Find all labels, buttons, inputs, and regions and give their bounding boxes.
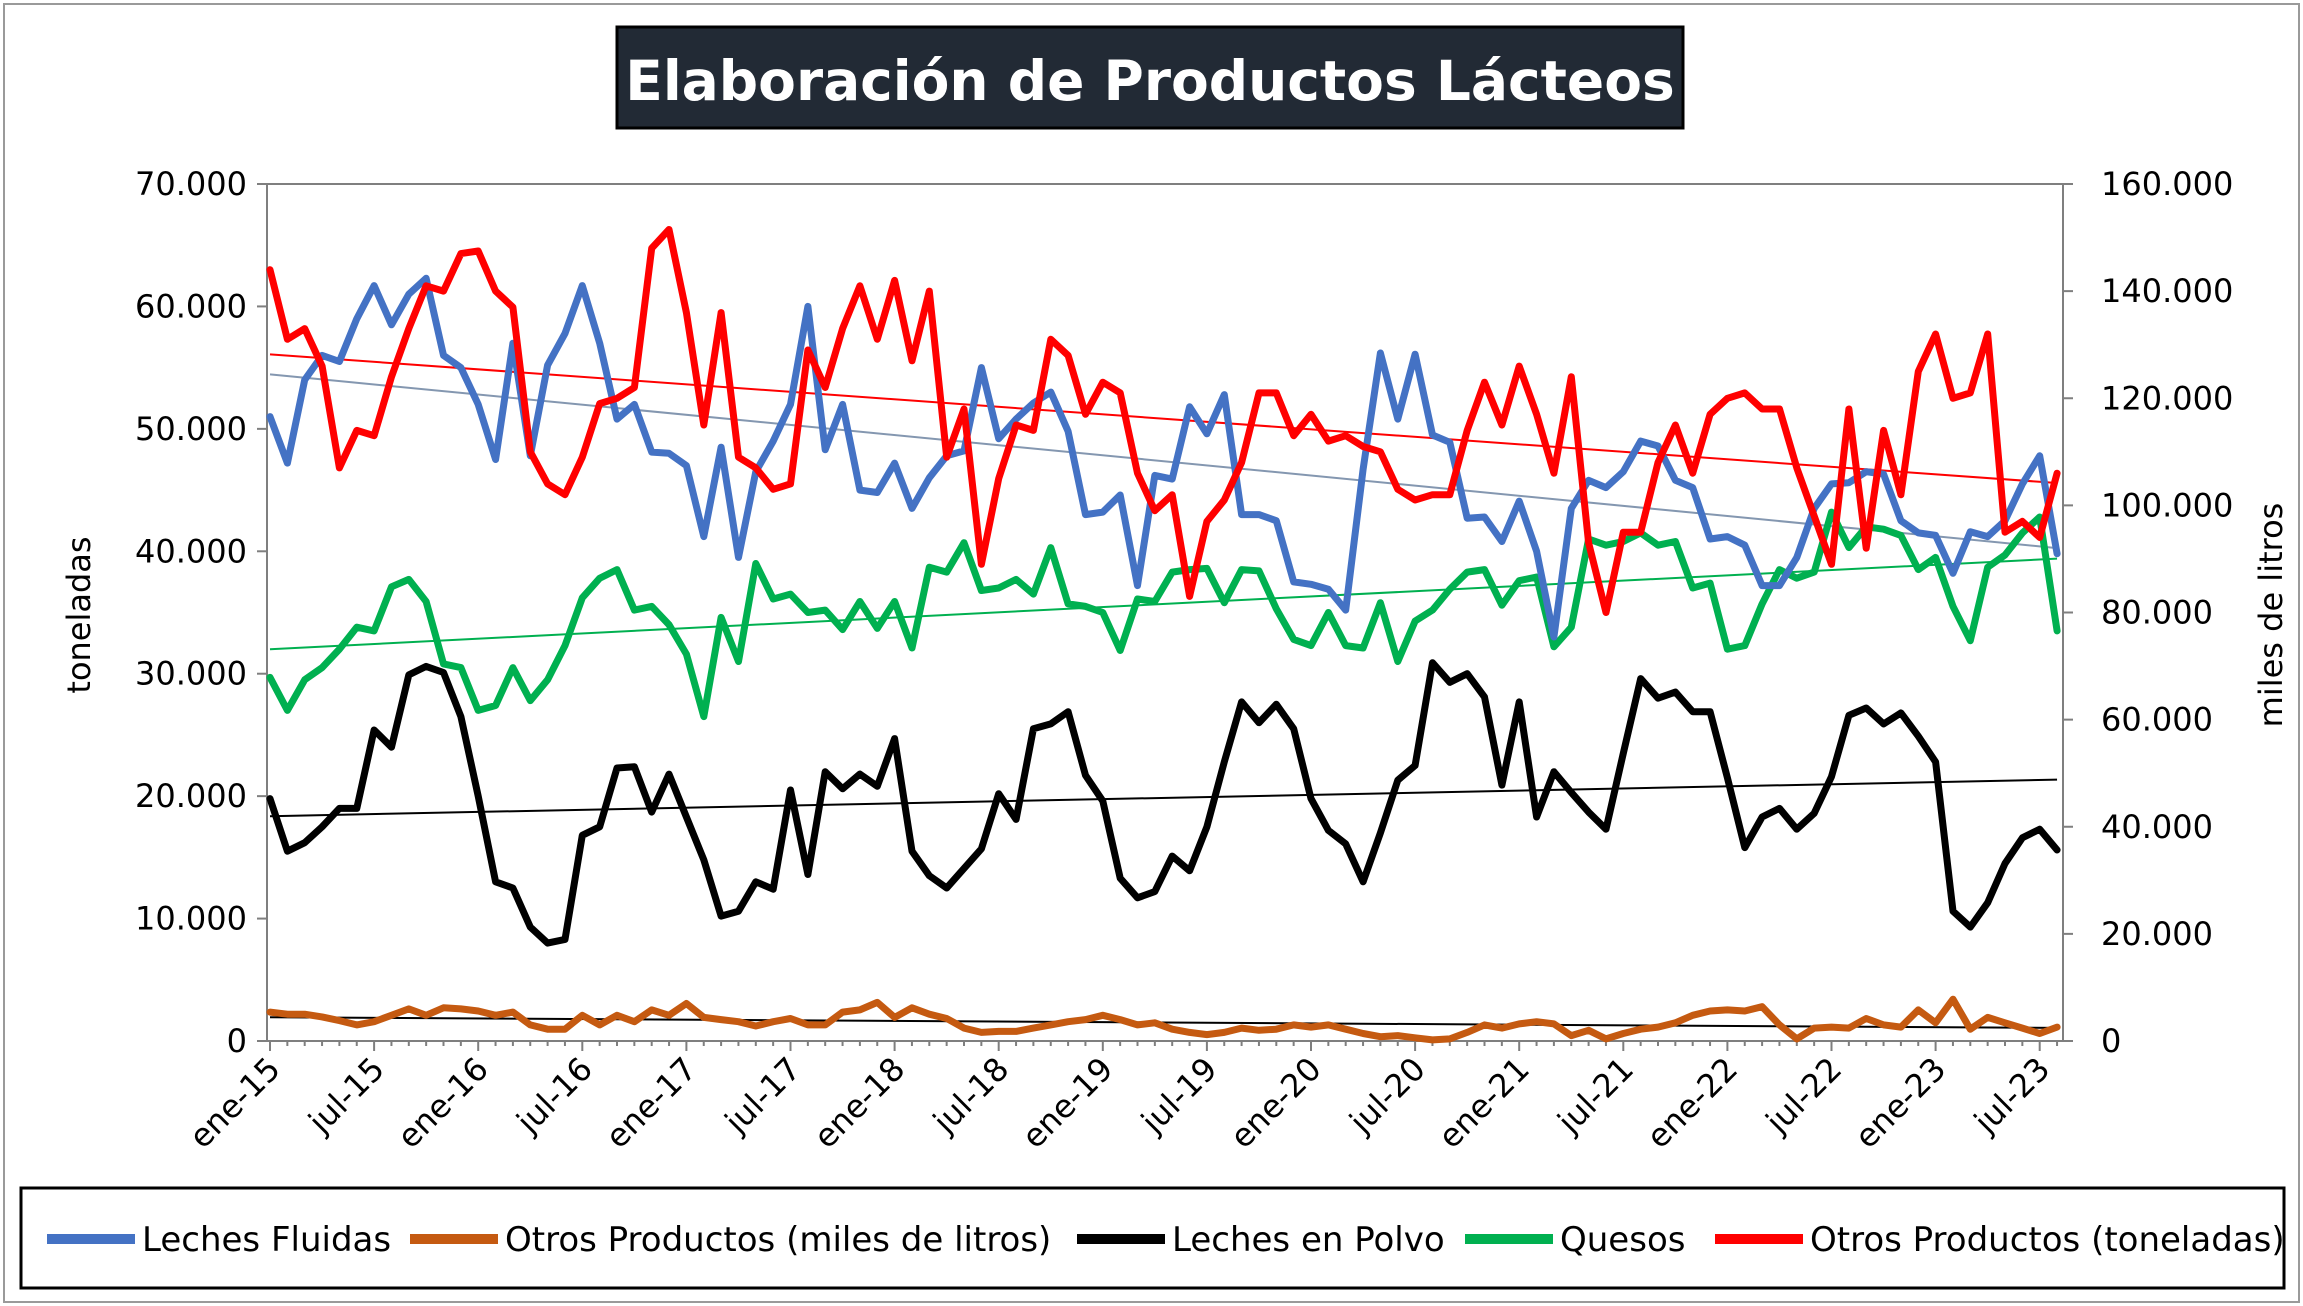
title-box: Elaboración de Productos Lácteos	[615, 25, 1685, 130]
legend-label: Quesos	[1560, 1220, 1685, 1260]
series-line	[266, 508, 2061, 721]
series-lines	[266, 226, 2061, 1044]
y-tick-label: 20.000	[135, 777, 247, 815]
left-axis: 0 10.000 20.000 30.000 40.000 50.000 60.000 70.…	[135, 165, 267, 1060]
x-tick-label: ene-23	[1847, 1050, 1953, 1156]
y-tick-label: 70.000	[135, 165, 247, 203]
y-axis-title: toneladas	[60, 536, 98, 693]
x-tick-label: jul-19	[1133, 1050, 1224, 1141]
x-tick-label: jul-23	[1966, 1050, 2057, 1141]
y-tick-label: 40.000	[135, 532, 247, 570]
y-tick-label: 0	[227, 1022, 247, 1060]
y2-tick-label: 20.000	[2101, 915, 2213, 953]
chart-title: Elaboración de Productos Lácteos	[625, 49, 1675, 113]
y2-tick-label: 120.000	[2101, 379, 2233, 417]
x-tick-label: jul-15	[300, 1050, 391, 1141]
x-tick-label: jul-20	[1341, 1050, 1432, 1141]
x-tick-label: jul-21	[1550, 1050, 1641, 1141]
x-tick-label: jul-22	[1758, 1050, 1849, 1141]
y-tick-label: 30.000	[135, 655, 247, 693]
y2-tick-label: 0	[2101, 1022, 2121, 1060]
trendline	[269, 373, 2058, 550]
x-tick-label: ene-15	[182, 1050, 288, 1156]
y2-tick-label: 60.000	[2101, 701, 2213, 739]
plot-area	[266, 183, 2064, 1042]
trendline	[269, 778, 2058, 818]
x-tick-label: ene-20	[1223, 1050, 1329, 1156]
y-tick-label: 50.000	[135, 410, 247, 448]
x-tick-label: ene-22	[1639, 1050, 1745, 1156]
y2-tick-label: 160.000	[2101, 165, 2233, 203]
series-line	[266, 274, 2061, 641]
y-tick-label: 10.000	[135, 900, 247, 938]
x-tick-label: ene-19	[1014, 1050, 1120, 1156]
series-line	[266, 995, 2061, 1044]
x-tick-label: jul-18	[925, 1050, 1016, 1141]
legend: Leches Fluidas Otros Productos (miles de …	[19, 1186, 2286, 1290]
series-line	[266, 659, 2061, 947]
trendline	[269, 353, 2058, 485]
y2-tick-label: 40.000	[2101, 808, 2213, 846]
series-line	[266, 226, 2061, 616]
legend-label: Leches en Polvo	[1172, 1220, 1445, 1260]
y-tick-label: 60.000	[135, 287, 247, 325]
legend-label: Otros Productos (toneladas)	[1810, 1220, 2285, 1260]
right-axis: 0 20.000 40.000 60.000 80.000 100.000 120.000 1…	[2063, 165, 2233, 1060]
x-tick-label: ene-16	[390, 1050, 496, 1156]
y2-tick-label: 140.000	[2101, 272, 2233, 310]
x-tick-label: jul-17	[717, 1050, 808, 1141]
y2-axis-title: miles de litros	[2252, 503, 2290, 728]
chart-frame	[3, 3, 2300, 1303]
x-tick-label: ene-18	[806, 1050, 912, 1156]
y2-tick-label: 100.000	[2101, 486, 2233, 524]
legend-label: Otros Productos (miles de litros)	[505, 1220, 1051, 1260]
x-tick-label: ene-21	[1431, 1050, 1537, 1156]
x-tick-label: ene-17	[598, 1050, 704, 1156]
legend-label: Leches Fluidas	[142, 1220, 391, 1260]
x-tick-label: jul-16	[509, 1050, 600, 1141]
y2-tick-label: 80.000	[2101, 594, 2213, 632]
